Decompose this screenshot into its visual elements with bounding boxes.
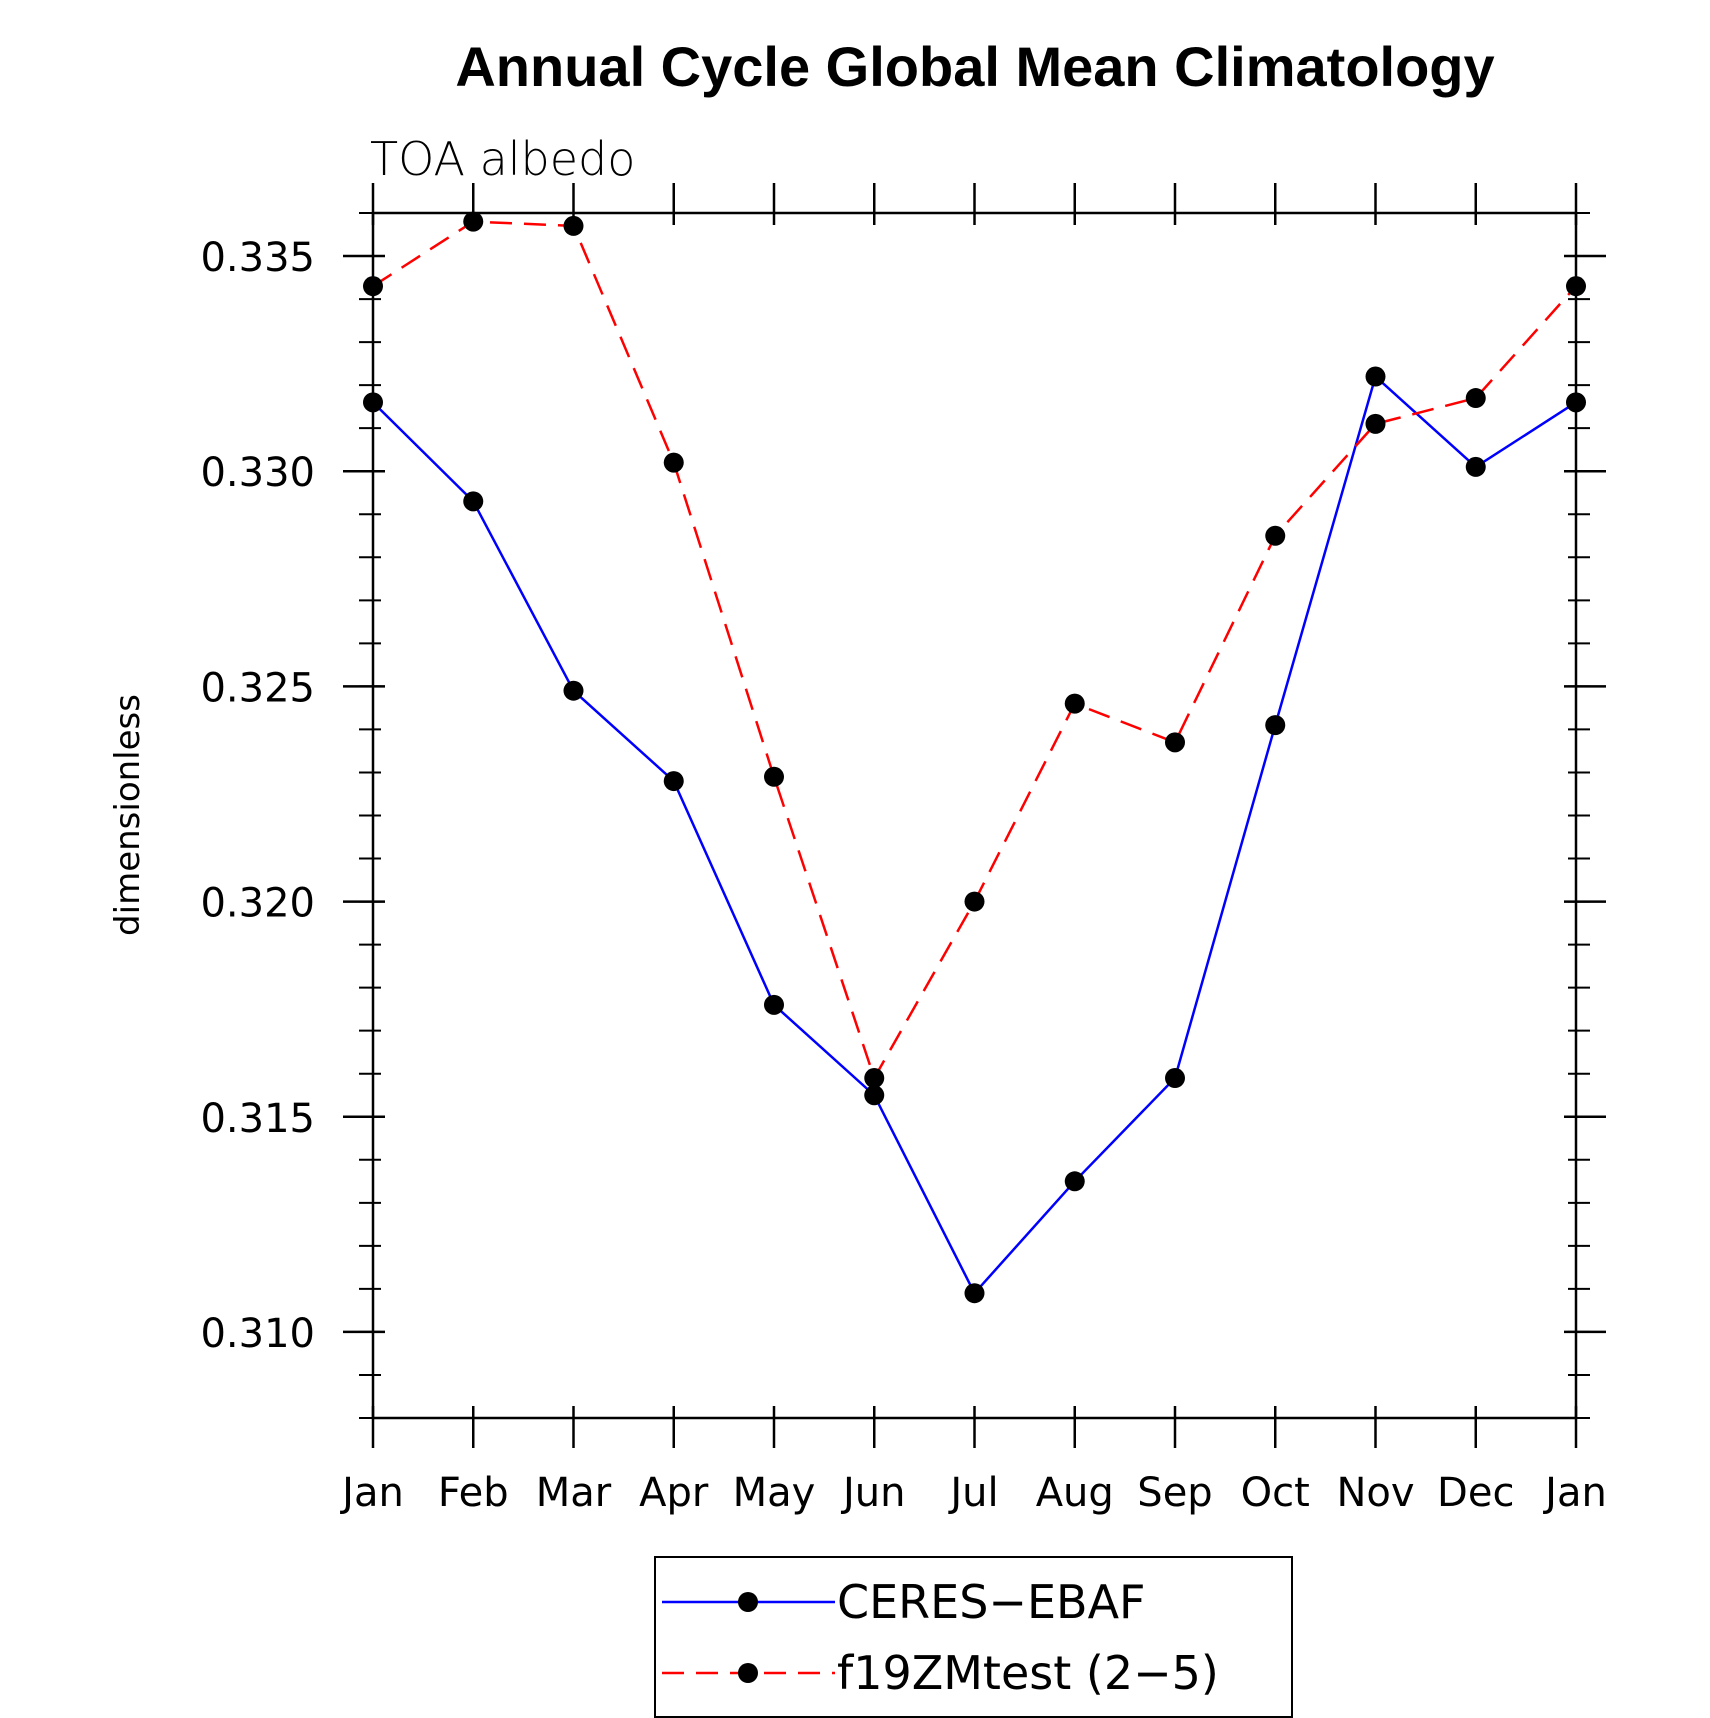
y-axis-ticks — [343, 212, 1606, 1419]
x-tick-label: Jun — [840, 1470, 906, 1516]
series-line-1 — [372, 220, 1577, 1082]
y-tick-label: 0.315 — [200, 1096, 315, 1142]
x-tick-label: Feb — [438, 1470, 509, 1516]
chart-subtitle: TOA albedo — [370, 132, 635, 186]
x-axis-ticks — [371, 183, 1578, 1448]
y-tick-label: 0.310 — [200, 1311, 315, 1357]
series-0-point — [563, 680, 584, 701]
x-tick-label: Oct — [1241, 1470, 1310, 1516]
legend-marker-f19zmtest — [738, 1663, 758, 1683]
series-0-point — [864, 1085, 885, 1106]
x-tick-label: Dec — [1437, 1470, 1514, 1516]
series-line-0 — [372, 374, 1577, 1296]
series-1-point — [764, 766, 784, 787]
y-tick-label: 0.325 — [200, 665, 315, 711]
legend-box — [654, 1556, 1293, 1718]
x-axis-tick-labels: Jan Feb Mar Apr May Jun Jul Aug Sep Oct Nov Dec Jan — [339, 1470, 1607, 1516]
x-tick-label: Sep — [1137, 1470, 1212, 1516]
x-tick-label: Mar — [536, 1470, 612, 1516]
series-0-point — [463, 491, 484, 512]
series-1-point — [1365, 413, 1386, 434]
y-tick-label: 0.335 — [200, 235, 315, 281]
series-0-point — [764, 994, 784, 1015]
x-tick-label: Nov — [1336, 1470, 1414, 1516]
series-0-point — [1365, 366, 1386, 387]
y-axis-tick-labels: 0.310 0.315 0.320 0.325 0.330 0.335 — [200, 235, 315, 1357]
series-1-point — [1064, 693, 1085, 714]
chart-title: Annual Cycle Global Mean Climatology — [455, 35, 1494, 98]
series-1-point — [563, 215, 584, 236]
series-0-point — [1064, 1171, 1085, 1192]
legend: CERES−EBAF f19ZMtest (2−5) — [654, 1556, 1293, 1718]
series-0-point — [1566, 392, 1586, 413]
series-0-point — [1465, 456, 1486, 477]
series-0-point — [663, 771, 684, 792]
series-0-point — [1165, 1068, 1185, 1089]
x-tick-label: Jan — [339, 1470, 404, 1516]
x-tick-label: Jan — [1542, 1470, 1607, 1516]
x-tick-label: Apr — [639, 1470, 709, 1516]
series-1-point — [363, 276, 383, 297]
series-1-point — [1566, 276, 1586, 297]
series-lines — [372, 220, 1577, 1296]
series-0-point — [363, 392, 383, 413]
y-tick-label: 0.330 — [200, 450, 315, 496]
y-axis-label: dimensionless — [108, 694, 148, 936]
x-tick-label: Aug — [1036, 1470, 1114, 1516]
y-tick-label: 0.320 — [200, 881, 315, 927]
series-1-point — [864, 1068, 885, 1089]
series-markers — [363, 211, 1586, 1304]
series-1-point — [1265, 525, 1286, 546]
series-1-point — [1465, 388, 1486, 409]
legend-label-ceres-ebaf: CERES−EBAF — [837, 1575, 1146, 1629]
series-1-point — [964, 891, 985, 912]
series-1-point — [1165, 732, 1185, 753]
legend-marker-ceres-ebaf — [738, 1592, 758, 1612]
legend-label-f19zmtest: f19ZMtest (2−5) — [837, 1646, 1219, 1700]
series-1-point — [663, 452, 684, 473]
series-0-point — [1265, 715, 1286, 736]
series-0-point — [964, 1283, 985, 1304]
series-1-point — [463, 211, 484, 232]
x-tick-label: Jul — [947, 1470, 998, 1516]
x-tick-label: May — [733, 1470, 816, 1516]
